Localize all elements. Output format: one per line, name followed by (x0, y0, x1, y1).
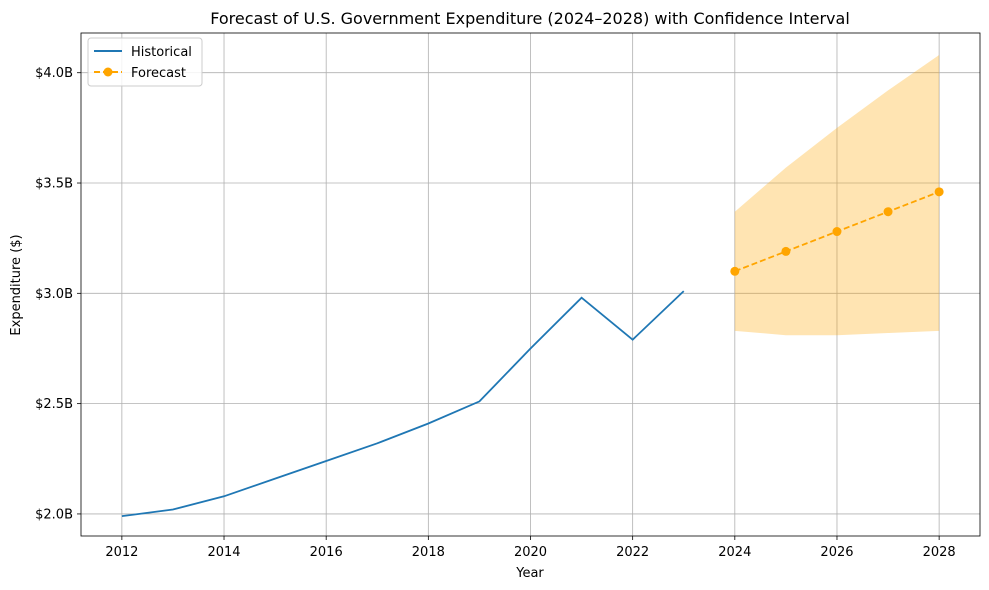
x-tick-label: 2012 (105, 545, 138, 560)
x-tick-label: 2016 (310, 545, 343, 560)
y-tick-label: $3.5B (35, 177, 73, 192)
forecast-point (934, 187, 944, 197)
y-axis: $2.0B $2.5B $3.0B $3.5B $4.0B (35, 66, 81, 522)
legend-forecast-marker (103, 67, 113, 77)
forecast-point (730, 266, 740, 276)
series-line-historical (121, 290, 685, 518)
x-tick-label: 2014 (207, 545, 240, 560)
x-axis-title: Year (515, 566, 544, 581)
x-tick-label: 2022 (616, 545, 649, 560)
y-tick-label: $3.0B (35, 287, 73, 302)
confidence-band (734, 55, 940, 336)
x-tick-label: 2024 (718, 545, 751, 560)
y-axis-title: Expenditure ($) (9, 234, 24, 335)
legend: Historical Forecast (87, 37, 203, 87)
x-tick-label: 2020 (514, 545, 547, 560)
forecast-point (781, 246, 791, 256)
confidence-band-group (734, 55, 940, 336)
legend-forecast-label: Forecast (131, 66, 186, 81)
y-tick-label: $2.0B (35, 507, 73, 522)
chart-title: Forecast of U.S. Government Expenditure … (210, 9, 850, 28)
y-tick-label: $2.5B (35, 397, 73, 412)
forecast-point (883, 207, 893, 217)
x-tick-label: 2028 (923, 545, 956, 560)
legend-historical-label: Historical (131, 45, 192, 60)
forecast-point (832, 227, 842, 237)
x-axis: 2012 2014 2016 2018 2020 2022 2024 2026 2028 (105, 536, 956, 560)
y-tick-label: $4.0B (35, 66, 73, 81)
series-group (121, 187, 944, 518)
x-tick-label: 2018 (412, 545, 445, 560)
grid (81, 33, 980, 536)
x-tick-label: 2026 (820, 545, 853, 560)
